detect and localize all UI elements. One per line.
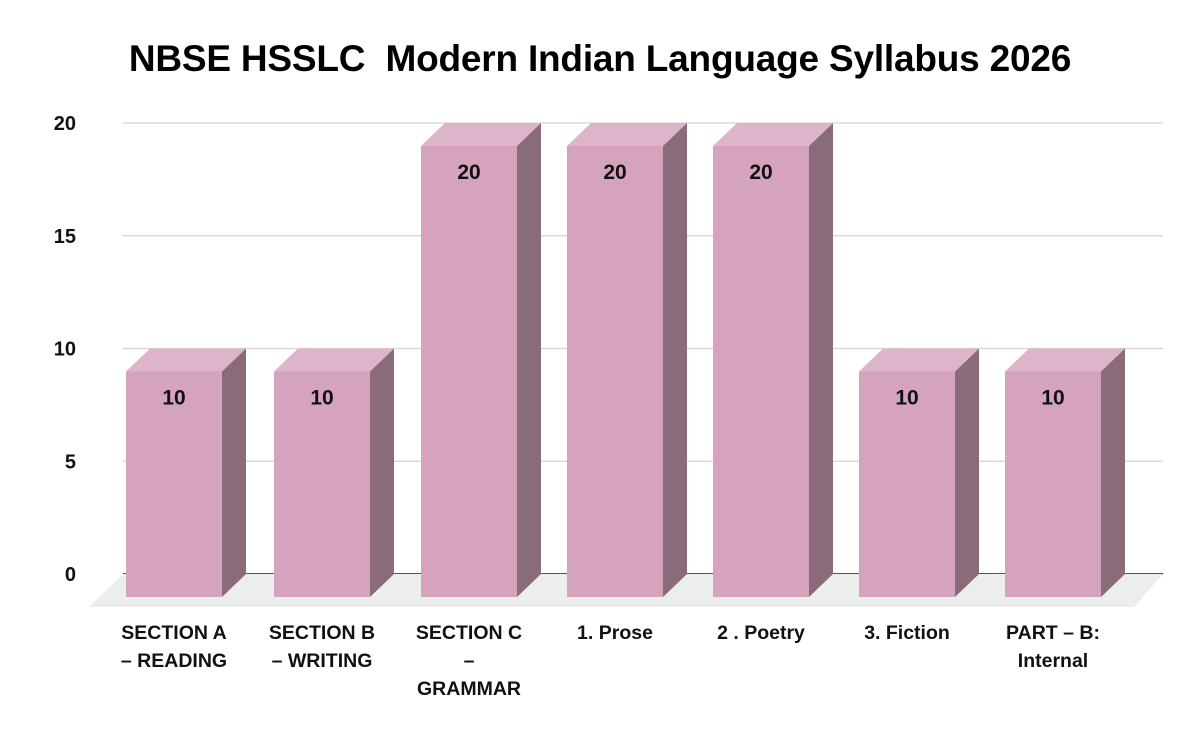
bar: 20 bbox=[713, 123, 833, 597]
bars: 10 10 20 20 20 10 10 bbox=[126, 123, 1125, 597]
bar-value-label: 20 bbox=[603, 161, 626, 184]
x-tick-label: SECTION C – GRAMMAR bbox=[415, 622, 523, 700]
bar: 20 bbox=[421, 123, 541, 597]
bar-value-label: 10 bbox=[310, 387, 333, 410]
y-tick-label: 0 bbox=[65, 564, 76, 586]
bar-value-label: 10 bbox=[895, 387, 918, 410]
y-axis: 0 5 10 15 20 bbox=[54, 113, 76, 586]
y-tick-label: 15 bbox=[54, 226, 76, 248]
bar-value-label: 20 bbox=[749, 161, 772, 184]
bar: 10 bbox=[126, 348, 246, 597]
x-tick-label: 3. Fiction bbox=[864, 622, 950, 644]
x-tick-label: PART – B: Internal bbox=[1006, 622, 1100, 672]
chart-title: NBSE HSSLC Modern Indian Language Syllab… bbox=[128, 38, 1072, 79]
x-tick-label: 1. Prose bbox=[577, 622, 653, 644]
bar-value-label: 10 bbox=[1041, 387, 1064, 410]
y-tick-label: 20 bbox=[54, 113, 76, 135]
bar-value-label: 20 bbox=[457, 161, 480, 184]
bar: 10 bbox=[274, 348, 394, 597]
x-tick-label: SECTION B – WRITING bbox=[268, 622, 376, 672]
bar-value-label: 10 bbox=[162, 387, 185, 410]
y-tick-label: 10 bbox=[54, 339, 76, 361]
bar: 10 bbox=[859, 348, 979, 597]
bar: 20 bbox=[567, 123, 687, 597]
x-tick-label: SECTION A – READING bbox=[120, 622, 228, 672]
y-tick-label: 5 bbox=[65, 451, 76, 473]
x-tick-label: 2 . Poetry bbox=[717, 622, 805, 644]
bar: 10 bbox=[1005, 348, 1125, 597]
